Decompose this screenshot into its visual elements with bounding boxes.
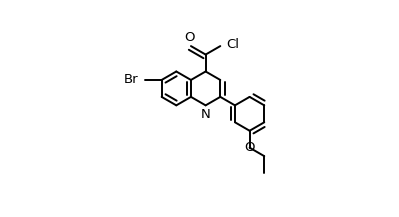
Text: Br: Br xyxy=(124,73,138,86)
Text: N: N xyxy=(201,108,211,121)
Text: O: O xyxy=(244,141,255,154)
Text: Cl: Cl xyxy=(227,38,239,51)
Text: O: O xyxy=(184,31,195,44)
